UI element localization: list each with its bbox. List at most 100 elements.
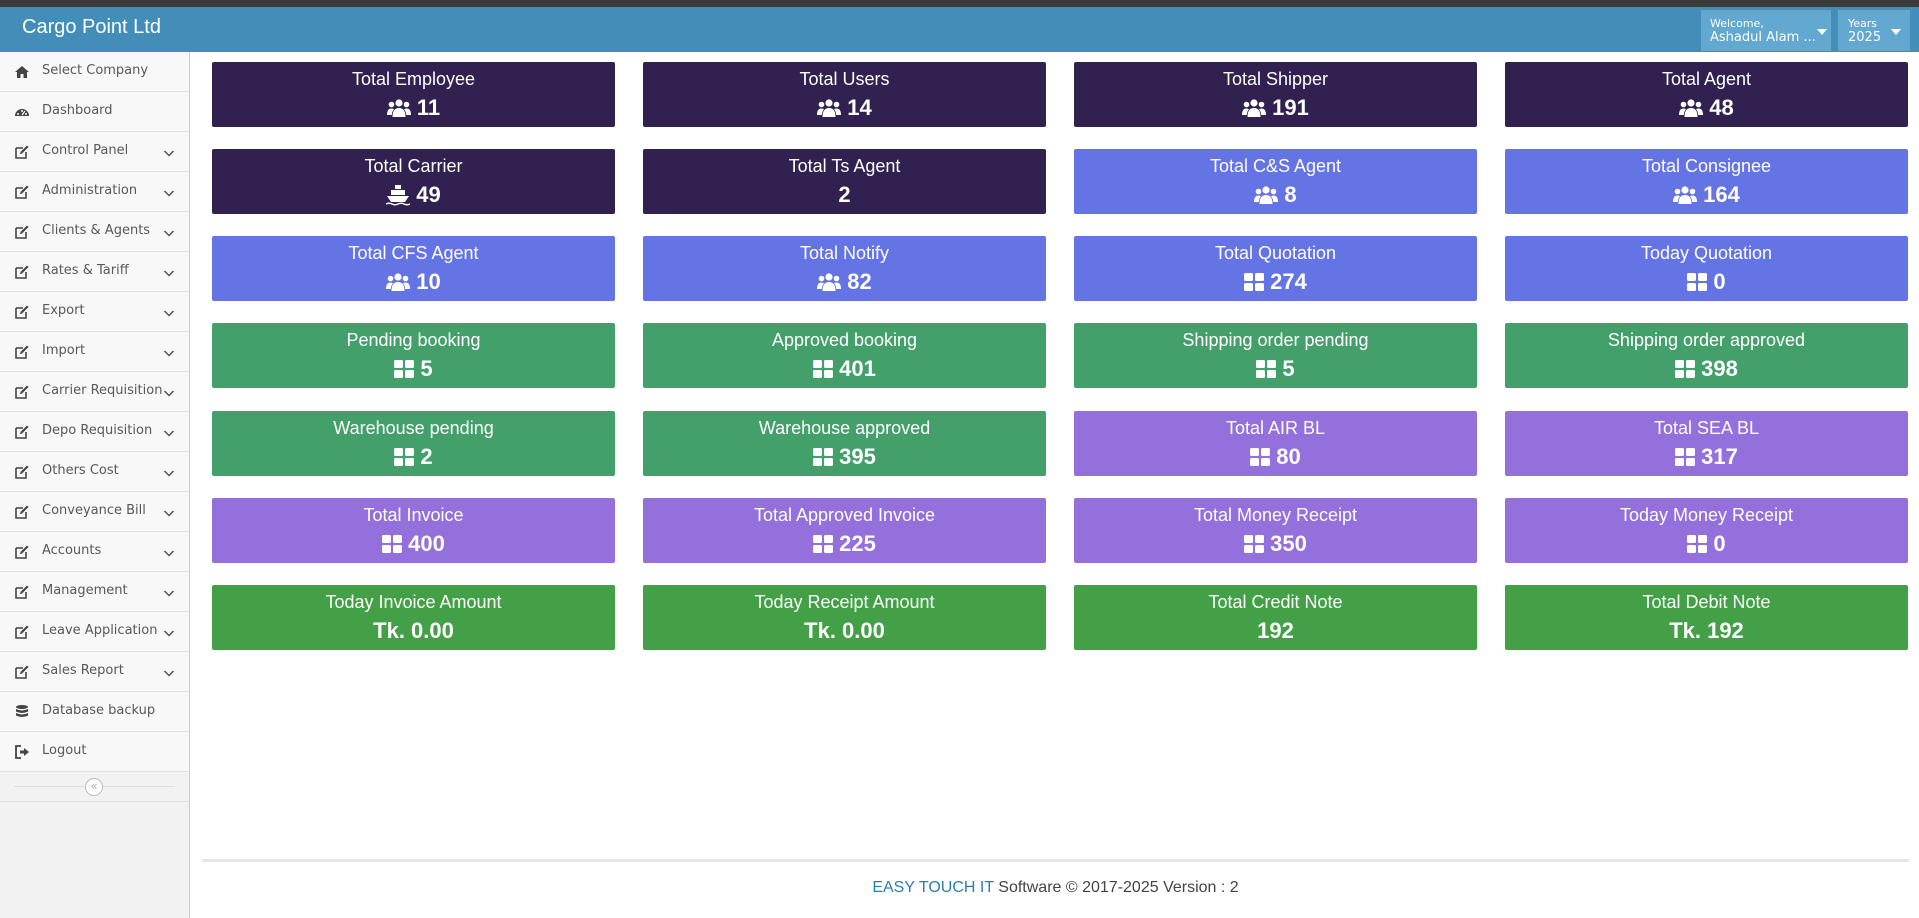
edit-icon [14,144,30,160]
edit-icon [14,344,30,360]
stat-card-title: Today Quotation [1640,243,1773,263]
stat-card-total-money-receipt[interactable]: Total Money Receipt 350 [1074,498,1477,563]
chevron-down-icon [163,464,175,477]
sidebar-item-conveyance-bill[interactable]: Conveyance Bill [0,492,189,532]
stat-card-total-notify[interactable]: Total Notify 82 [643,236,1046,301]
stat-card-shipping-order-pending[interactable]: Shipping order pending 5 [1074,323,1477,388]
sidebar-item-management[interactable]: Management [0,572,189,612]
grid-icon [1244,273,1265,291]
stat-card-value-row: 395 [643,444,1046,470]
sidebar-item-select-company[interactable]: Select Company [0,52,189,92]
stat-card-value: 0 [1713,531,1726,556]
dashboard-icon [14,104,30,120]
sidebar-item-control-panel[interactable]: Control Panel [0,132,189,172]
footer-text: Software © 2017-2025 Version : 2 [993,879,1239,896]
stat-card-value: 192 [1257,618,1294,643]
sidebar-item-label: Conveyance Bill [42,503,146,518]
stat-card-title: Total Carrier [364,156,463,176]
stat-card-value: 0 [1713,269,1726,294]
stat-card-total-cfs-agent[interactable]: Total CFS Agent 10 [212,236,615,301]
sidebar-item-label: Export [42,303,85,318]
stat-card-total-ts-agent[interactable]: Total Ts Agent 2 [643,149,1046,214]
stat-card-total-consignee[interactable]: Total Consignee 164 [1505,149,1908,214]
stat-card-value: Tk. 0.00 [804,618,885,643]
sidebar-item-label: Rates & Tariff [42,263,129,278]
stat-card-total-sea-bl[interactable]: Total SEA BL 317 [1505,411,1908,476]
chevron-down-icon [163,184,175,197]
stat-card-value-row: 49 [212,182,615,208]
stat-card-today-receipt-amount[interactable]: Today Receipt Amount Tk. 0.00 [643,585,1046,650]
top-border [0,0,1919,7]
stat-card-value: 191 [1272,95,1309,120]
grid-icon [1250,448,1271,466]
sidebar-item-administration[interactable]: Administration [0,172,189,212]
sidebar-item-others-cost[interactable]: Others Cost [0,452,189,492]
stat-card-total-carrier[interactable]: Total Carrier 49 [212,149,615,214]
sidebar-item-leave-application[interactable]: Leave Application [0,612,189,652]
sidebar-item-database-backup[interactable]: Database backup [0,692,189,732]
stat-card-total-approved-invoice[interactable]: Total Approved Invoice 225 [643,498,1046,563]
stat-card-warehouse-approved[interactable]: Warehouse approved 395 [643,411,1046,476]
stat-card-total-quotation[interactable]: Total Quotation 274 [1074,236,1477,301]
stat-card-shipping-order-approved[interactable]: Shipping order approved 398 [1505,323,1908,388]
sidebar-item-logout[interactable]: Logout [0,732,189,772]
grid-icon [394,448,415,466]
sidebar-item-clients-agents[interactable]: Clients & Agents [0,212,189,252]
stat-card-total-employee[interactable]: Total Employee 11 [212,62,615,127]
sidebar-collapse-button[interactable]: « [85,778,103,796]
chevron-down-icon [163,624,175,637]
stat-card-total-users[interactable]: Total Users 14 [643,62,1046,127]
sidebar-item-export[interactable]: Export [0,292,189,332]
caret-down-icon [1891,29,1901,35]
grid-icon [1675,448,1696,466]
stat-card-value-row: 317 [1505,444,1908,470]
stat-card-value-row: 400 [212,531,615,557]
stat-card-value-row: 0 [1505,269,1908,295]
stat-card-warehouse-pending[interactable]: Warehouse pending 2 [212,411,615,476]
edit-icon [14,384,30,400]
stat-card-value-row: 350 [1074,531,1477,557]
stat-card-total-shipper[interactable]: Total Shipper 191 [1074,62,1477,127]
stat-card-total-agent[interactable]: Total Agent 48 [1505,62,1908,127]
stat-card-title: Total SEA BL [1653,418,1760,438]
stat-card-value-row: Tk. 192 [1505,618,1908,644]
year-menu[interactable]: Years 2025 [1838,10,1910,51]
edit-icon [14,664,30,680]
sidebar-item-label: Depo Requisition [42,423,153,438]
stat-card-value-row: 191 [1074,95,1477,121]
sidebar-item-carrier-requisition[interactable]: Carrier Requisition [0,372,189,412]
stat-card-total-air-bl[interactable]: Total AIR BL 80 [1074,411,1477,476]
sidebar-item-depo-requisition[interactable]: Depo Requisition [0,412,189,452]
user-menu[interactable]: Welcome, Ashadul Alam ... [1701,10,1831,51]
stat-card-approved-booking[interactable]: Approved booking 401 [643,323,1046,388]
stat-card-total-debit-note[interactable]: Total Debit Note Tk. 192 [1505,585,1908,650]
edit-icon [14,264,30,280]
sidebar-item-dashboard[interactable]: Dashboard [0,92,189,132]
stat-card-total-invoice[interactable]: Total Invoice 400 [212,498,615,563]
brand-title[interactable]: Cargo Point Ltd [22,16,161,38]
stat-card-title: Total Money Receipt [1193,505,1358,525]
users-icon [386,98,411,118]
sidebar-item-label: Import [42,343,86,358]
sidebar-item-accounts[interactable]: Accounts [0,532,189,572]
edit-icon [14,424,30,440]
stat-card-today-invoice-amount[interactable]: Today Invoice Amount Tk. 0.00 [212,585,615,650]
sidebar-item-rates-tariff[interactable]: Rates & Tariff [0,252,189,292]
stat-card-today-quotation[interactable]: Today Quotation 0 [1505,236,1908,301]
stat-card-value: 5 [420,356,433,381]
stat-card-today-money-receipt[interactable]: Today Money Receipt 0 [1505,498,1908,563]
edit-icon [14,544,30,560]
sidebar-item-label: Dashboard [42,103,113,118]
stat-card-total-cands-agent[interactable]: Total C&S Agent 8 [1074,149,1477,214]
stat-card-title: Total Ts Agent [788,156,901,176]
sidebar-item-sales-report[interactable]: Sales Report [0,652,189,692]
stat-card-value-row: 5 [1074,356,1477,382]
stat-card-title: Total Users [799,69,890,89]
sidebar-item-import[interactable]: Import [0,332,189,372]
stat-card-title: Total Employee [351,69,476,89]
user-name: Ashadul Alam ... [1710,30,1816,45]
stat-card-value: 350 [1270,531,1307,556]
stat-card-total-credit-note[interactable]: Total Credit Note 192 [1074,585,1477,650]
stat-card-value: Tk. 192 [1669,618,1744,643]
stat-card-pending-booking[interactable]: Pending booking 5 [212,323,615,388]
